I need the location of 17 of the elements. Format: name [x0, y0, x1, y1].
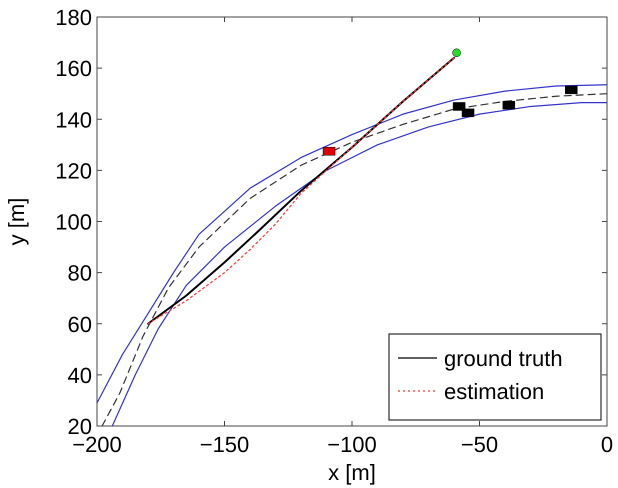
- legend-label: estimation: [444, 379, 544, 404]
- x-tick-label: −150: [200, 432, 250, 457]
- y-tick-label: 80: [68, 260, 92, 286]
- y-tick-label: 60: [68, 312, 92, 337]
- legend-label: ground truth: [444, 346, 563, 371]
- y-tick-label: 40: [68, 362, 92, 388]
- x-tick-label: −100: [327, 432, 377, 457]
- x-tick-label: 0: [600, 432, 614, 457]
- x-tick-label: −50: [460, 432, 498, 457]
- y-tick-label: 180: [55, 5, 92, 30]
- x-axis-title: x [m]: [328, 460, 376, 485]
- y-axis-title: y [m]: [4, 198, 29, 246]
- y-tick-label: 120: [55, 158, 92, 184]
- point: [452, 48, 461, 58]
- y-tick-label: 100: [55, 210, 92, 234]
- y-tick-label: 140: [55, 107, 92, 132]
- y-tick-label: 160: [55, 56, 92, 82]
